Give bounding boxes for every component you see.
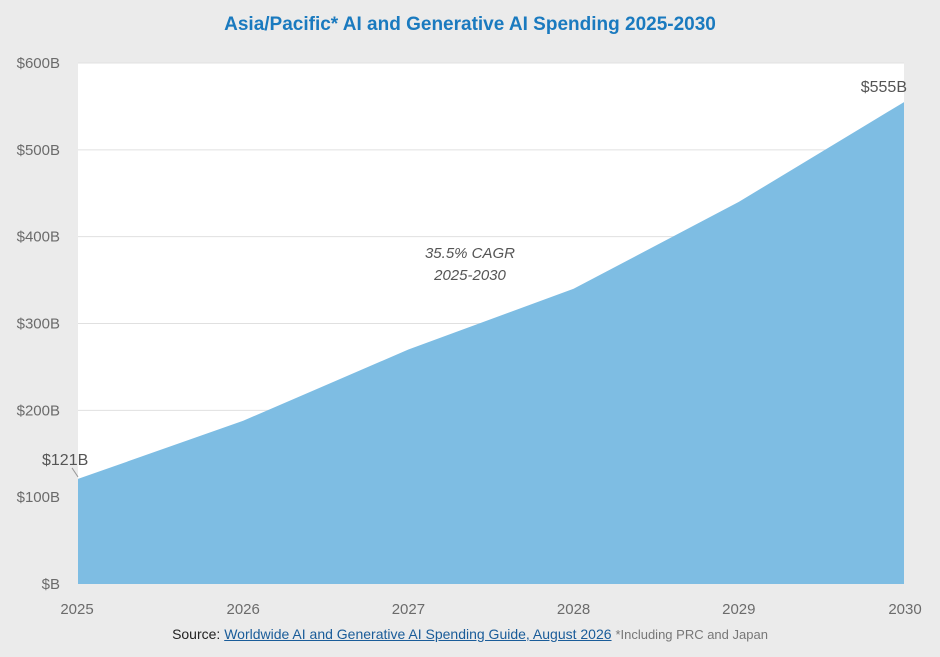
data-label-leader <box>71 467 79 478</box>
x-tick-label: 2029 <box>722 601 755 618</box>
area-fill <box>78 102 904 584</box>
data-labels: $121B $555B <box>42 79 907 478</box>
data-label: $555B <box>861 79 907 96</box>
source-prefix: Source: <box>172 626 221 642</box>
source-note: *Including PRC and Japan <box>615 627 768 642</box>
source-line: Source: Worldwide AI and Generative AI S… <box>0 626 940 642</box>
cagr-annotation-line2: 2025-2030 <box>433 267 506 284</box>
x-tick-label: 2030 <box>888 601 921 618</box>
y-tick-label: $400B <box>17 229 60 246</box>
y-tick-label: $B <box>42 576 60 593</box>
data-label: $121B <box>42 452 88 469</box>
cagr-annotation-line1: 35.5% CAGR <box>425 245 515 262</box>
y-tick-label: $300B <box>17 316 60 333</box>
x-tick-label: 2026 <box>227 601 260 618</box>
y-tick-label: $600B <box>17 55 60 72</box>
x-tick-label: 2025 <box>60 601 93 618</box>
source-link[interactable]: Worldwide AI and Generative AI Spending … <box>224 626 612 642</box>
x-tick-label: 2028 <box>557 601 590 618</box>
chart-title: Asia/Pacific* AI and Generative AI Spend… <box>224 14 716 35</box>
y-tick-label: $200B <box>17 402 60 419</box>
y-tick-label: $500B <box>17 142 60 159</box>
x-tick-label: 2027 <box>392 601 425 618</box>
y-tick-label: $100B <box>17 489 60 506</box>
area-series <box>77 102 905 584</box>
x-axis-ticks: 2025 2026 2027 2028 2029 2030 <box>60 601 921 618</box>
y-axis-ticks: $B $100B $200B $300B $400B $500B $600B <box>17 55 60 593</box>
